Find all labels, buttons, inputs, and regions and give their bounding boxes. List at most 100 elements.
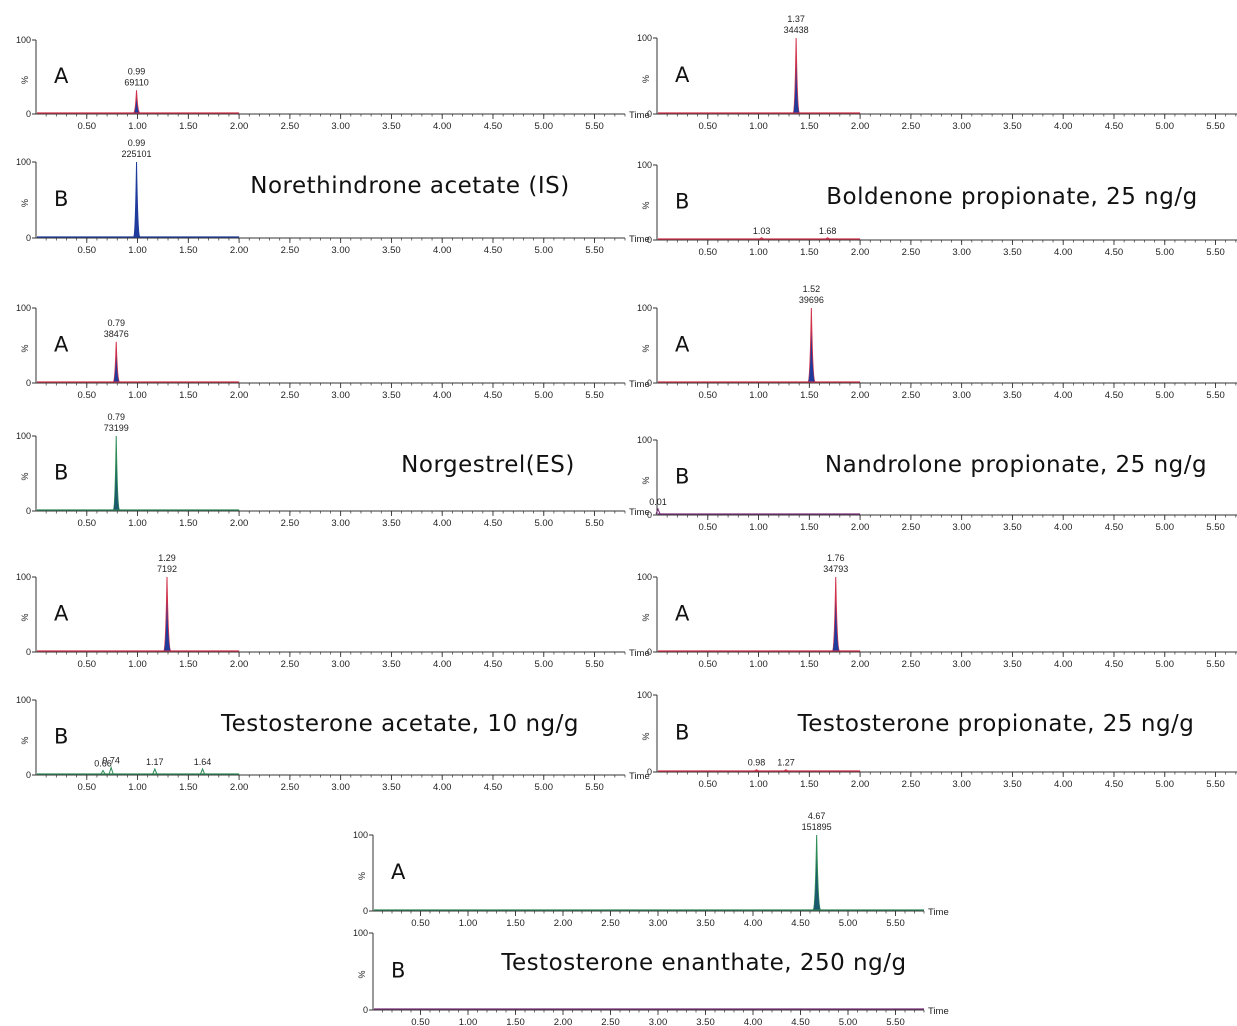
x-tick-label: 2.00 — [554, 918, 573, 929]
x-tick-label: 4.50 — [484, 121, 503, 132]
x-tick-label: 4.00 — [744, 918, 763, 929]
peak — [759, 237, 764, 240]
x-tick-label: 3.50 — [382, 782, 401, 793]
x-tick-label: 2.50 — [281, 782, 300, 793]
panel-title: Testosterone acetate, 10 ng/g — [220, 711, 579, 737]
trace-label: A — [54, 64, 69, 88]
x-tick-label: 5.50 — [1206, 522, 1225, 533]
y-tick-label: 100 — [16, 431, 31, 441]
x-tick-label: 1.00 — [749, 659, 768, 670]
x-tick-label: 5.00 — [535, 390, 554, 401]
x-tick-label: 1.50 — [179, 121, 198, 132]
x-tick-label: 5.00 — [535, 518, 554, 529]
y-tick-label: 100 — [637, 435, 652, 445]
trace-plot: 100 0% 0.50 1.00 1.50 2.00 2.50 3.00 3.50 4.00 4.5… — [637, 14, 1237, 132]
x-tick-label: 2.00 — [230, 659, 249, 670]
peak-area-label: 69110 — [124, 77, 148, 87]
x-tick-label: 0.50 — [78, 659, 97, 670]
x-tick-label: 5.50 — [1206, 121, 1225, 132]
x-tick-label: 4.00 — [1054, 390, 1073, 401]
panel-title: Norethindrone acetate (IS) — [250, 173, 569, 199]
chromatogram-panel: Testosterone acetate, 10 ng/g 100 0% 0.50 1.… — [16, 553, 650, 793]
x-axis-title: Time — [629, 771, 650, 782]
x-tick-label: 1.50 — [506, 1017, 525, 1026]
x-tick-label: 5.50 — [585, 390, 604, 401]
x-tick-label: 5.50 — [886, 1017, 905, 1026]
x-tick-label: 1.00 — [749, 121, 768, 132]
y-tick-label: 0 — [26, 378, 31, 388]
peak-rt-label: 0.01 — [649, 497, 667, 507]
chromatogram-panel: Testosterone enanthate, 250 ng/g 100 0% 0.5… — [353, 811, 949, 1026]
trace-label: B — [391, 959, 405, 983]
trace-label: B — [675, 465, 689, 489]
x-tick-label: 3.00 — [952, 390, 971, 401]
chromatogram-panel: Boldenone propionate, 25 ng/g 100 0% 0.50 1.… — [637, 14, 1237, 258]
x-tick-label: 2.50 — [902, 121, 921, 132]
x-tick-label: 5.00 — [535, 659, 554, 670]
x-tick-label: 5.50 — [585, 518, 604, 529]
x-tick-label: 3.00 — [331, 518, 350, 529]
trace-label: B — [675, 721, 689, 745]
x-tick-label: 4.50 — [1105, 247, 1124, 258]
chromatogram-panel: Testosterone propionate, 25 ng/g 100 0% 0.5… — [637, 553, 1237, 790]
x-tick-label: 3.00 — [331, 390, 350, 401]
trace-plot: 100 0% 0.50 1.00 1.50 2.00 2.50 3.00 3.50 4.00 4.5… — [353, 928, 949, 1026]
y-unit-label: % — [20, 199, 30, 207]
x-tick-label: 5.50 — [1206, 247, 1225, 258]
panel-title: Testosterone propionate, 25 ng/g — [797, 711, 1195, 737]
x-tick-label: 5.50 — [585, 245, 604, 256]
y-tick-label: 0 — [26, 647, 31, 657]
x-tick-label: 2.00 — [230, 245, 249, 256]
y-unit-label: % — [641, 476, 651, 484]
x-tick-label: 4.50 — [484, 659, 503, 670]
peak — [132, 161, 141, 238]
x-tick-label: 4.50 — [484, 390, 503, 401]
x-axis-title: Time — [629, 379, 650, 390]
peak-rt-label: 0.79 — [107, 412, 125, 422]
x-tick-label: 1.00 — [128, 659, 147, 670]
y-tick-label: 0 — [647, 767, 652, 777]
x-tick-label: 3.00 — [952, 247, 971, 258]
x-axis-title: Time — [629, 110, 650, 121]
x-axis-title: Time — [928, 1006, 949, 1017]
x-tick-label: 4.00 — [433, 245, 452, 256]
y-tick-label: 0 — [647, 647, 652, 657]
trace-label: B — [54, 725, 68, 749]
x-tick-label: 4.00 — [433, 659, 452, 670]
y-unit-label: % — [641, 75, 651, 83]
peak — [100, 769, 106, 775]
trace-plot: 100 0% 0.50 1.00 1.50 2.00 2.50 3.00 3.50 4.00 4.5… — [16, 138, 650, 256]
x-tick-label: 4.00 — [1054, 247, 1073, 258]
x-tick-label: 3.50 — [696, 1017, 715, 1026]
x-tick-label: 1.00 — [459, 918, 478, 929]
peak-area-label: 34438 — [784, 25, 809, 35]
y-tick-label: 0 — [26, 109, 31, 119]
x-tick-label: 1.50 — [179, 659, 198, 670]
x-tick-label: 1.50 — [800, 121, 819, 132]
peak-area-label: 7192 — [157, 564, 177, 574]
chromatogram-panel: Norgestrel(ES) 100 0% 0.50 1.00 1.50 2.00 2.50 3… — [16, 303, 650, 529]
x-tick-label: 5.00 — [535, 121, 554, 132]
x-tick-label: 4.50 — [484, 245, 503, 256]
x-tick-label: 5.50 — [1206, 659, 1225, 670]
y-tick-label: 100 — [16, 572, 31, 582]
y-tick-label: 100 — [637, 303, 652, 313]
x-tick-label: 0.50 — [78, 518, 97, 529]
x-tick-label: 1.50 — [800, 247, 819, 258]
x-tick-label: 5.00 — [1156, 522, 1175, 533]
x-tick-label: 4.50 — [791, 1017, 810, 1026]
x-tick-label: 2.50 — [902, 522, 921, 533]
x-tick-label: 5.50 — [585, 659, 604, 670]
x-tick-label: 4.50 — [1105, 121, 1124, 132]
x-tick-label: 3.00 — [952, 779, 971, 790]
peak — [655, 507, 661, 515]
peak-rt-label: 1.27 — [777, 758, 795, 768]
y-tick-label: 100 — [637, 572, 652, 582]
x-tick-label: 3.50 — [1003, 390, 1022, 401]
x-tick-label: 3.00 — [649, 918, 668, 929]
peak-area-label: 225101 — [122, 149, 152, 159]
x-axis-title: Time — [629, 648, 650, 659]
x-tick-label: 1.50 — [800, 522, 819, 533]
x-tick-label: 2.00 — [851, 522, 870, 533]
